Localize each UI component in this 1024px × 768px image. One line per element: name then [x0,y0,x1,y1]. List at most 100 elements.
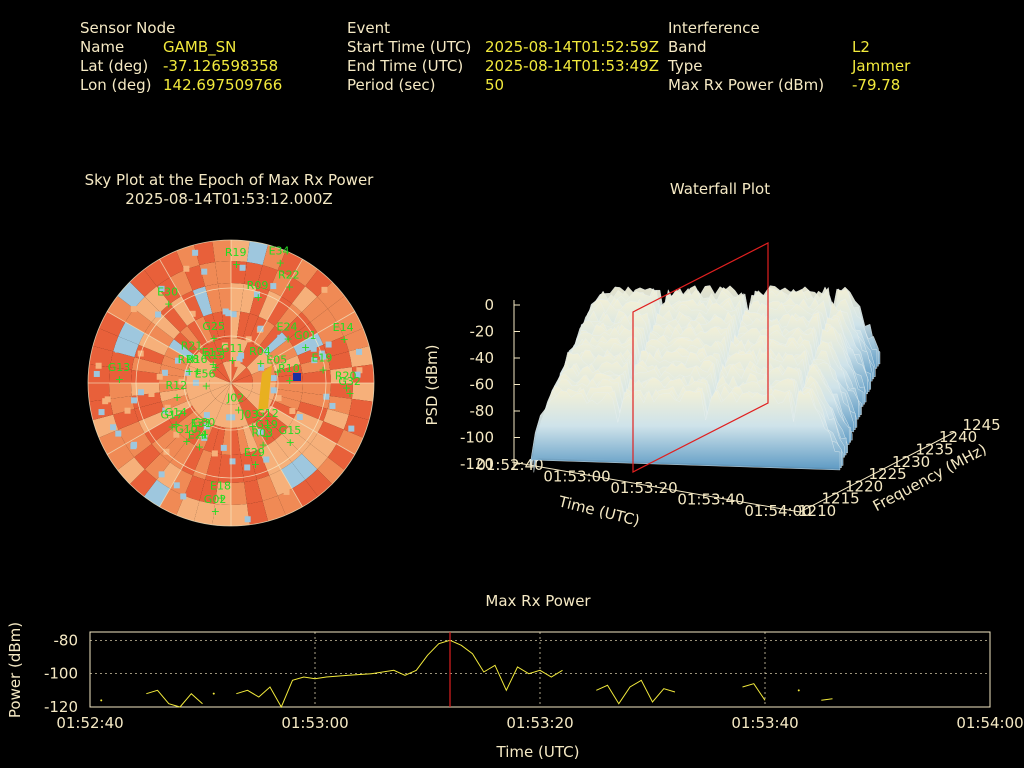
sat-marker: + [285,280,294,293]
sky-speck [175,357,182,364]
event-end-value: 2025-08-14T01:53:49Z [485,57,659,75]
sky-cell [231,383,253,392]
sky-cell [262,244,286,271]
sky-cell [151,426,181,454]
sky-cell [323,336,349,358]
sat-label: G30 [193,416,216,429]
sky-speck [296,414,303,421]
sky-cell [266,405,294,427]
sky-cell [258,325,282,352]
psd-tick-label: -80 [470,402,495,420]
sky-cell [293,333,324,356]
sky-speck [197,370,204,377]
time-axis [511,461,801,513]
sky-speck [102,398,109,405]
sky-cell [117,457,145,485]
sky-speck [244,464,251,471]
interference-band-label: Band [668,38,707,56]
sky-cell [301,296,328,323]
sky-cell [269,270,292,297]
sky-speck [201,268,208,275]
time-tick-label: 01:53:40 [677,491,744,509]
sky-cell [310,308,337,333]
sat-label: G01 [294,329,317,342]
sat-marker: + [259,438,268,451]
sky-speck [95,362,102,369]
sky-cell [107,444,135,471]
sky-speck [270,375,277,382]
sat-label: E15 [202,346,223,359]
event-period-label: Period (sec) [347,76,436,94]
sky-cell [195,316,214,345]
sky-speck [270,387,277,394]
max-rx-point [100,699,103,702]
sky-speck [289,408,296,415]
freq-tick-label: 1230 [892,453,930,471]
sky-cell [189,391,216,415]
sensor-lon-value: 142.697509766 [163,76,283,94]
max-rx-line [596,679,676,705]
event-start-label: Start Time (UTC) [347,38,472,56]
sky-cell [246,500,269,525]
sky-cell [253,320,275,348]
event-end-label: End Time (UTC) [347,57,464,75]
sky-cell [258,445,281,476]
sky-cell [221,311,231,339]
sky-cell [343,414,370,438]
sky-cell [184,265,206,291]
sky-cell [231,367,252,383]
sky-speck [201,434,208,441]
waterfall-epoch-plane [632,242,769,473]
sky-cell [256,475,278,501]
sky-cell [336,311,364,337]
sky-cell [170,440,195,470]
sky-cell [129,469,157,497]
sky-grid-spoke [271,311,356,360]
sky-cell [143,479,170,507]
sky-cell [125,433,152,458]
sky-cell [327,351,352,370]
sat-marker: + [198,429,207,442]
sat-label: G17 [161,408,184,421]
sky-cell [231,427,241,455]
sat-marker: + [188,351,197,364]
sat-marker: + [168,420,177,433]
interference-heading: Interference [668,19,760,37]
sky-speck [253,291,260,298]
sky-cell [134,443,161,470]
sky-speck [209,362,216,369]
sky-speck [155,311,162,318]
sky-cell [210,367,231,383]
sky-cell [215,362,231,383]
sat-marker: + [200,428,209,441]
sat-label: G11 [221,342,244,355]
sky-speck [189,310,196,317]
sky-cell [281,312,311,340]
freq-tick-label: 1240 [939,428,977,446]
sat-label: R22 [278,268,300,281]
sky-cell [343,328,370,352]
sky-grid-spoke [106,311,191,360]
sky-cell [184,475,206,501]
sky-cell [159,488,185,516]
sky-speck [158,285,165,292]
sky-cell [129,269,157,297]
interference-maxrx-value: -79.78 [852,76,901,94]
sky-speck [330,376,337,383]
sky-cell [277,488,303,516]
sky-speck [230,311,237,318]
sky-speck [115,430,122,437]
event-period-value: 50 [485,76,505,94]
sat-marker: + [254,291,263,304]
sky-cell [231,383,247,404]
sky-cell [180,325,204,352]
sat-marker: + [164,298,173,311]
sky-cell [239,341,263,368]
sky-grid-spoke [159,258,208,343]
sky-cell [181,445,204,476]
sat-marker: + [211,505,220,518]
max-rx-x-tick: 01:53:20 [506,714,573,732]
sky-cell [281,462,306,489]
sat-marker: + [195,441,204,454]
sky-speck [258,364,265,371]
